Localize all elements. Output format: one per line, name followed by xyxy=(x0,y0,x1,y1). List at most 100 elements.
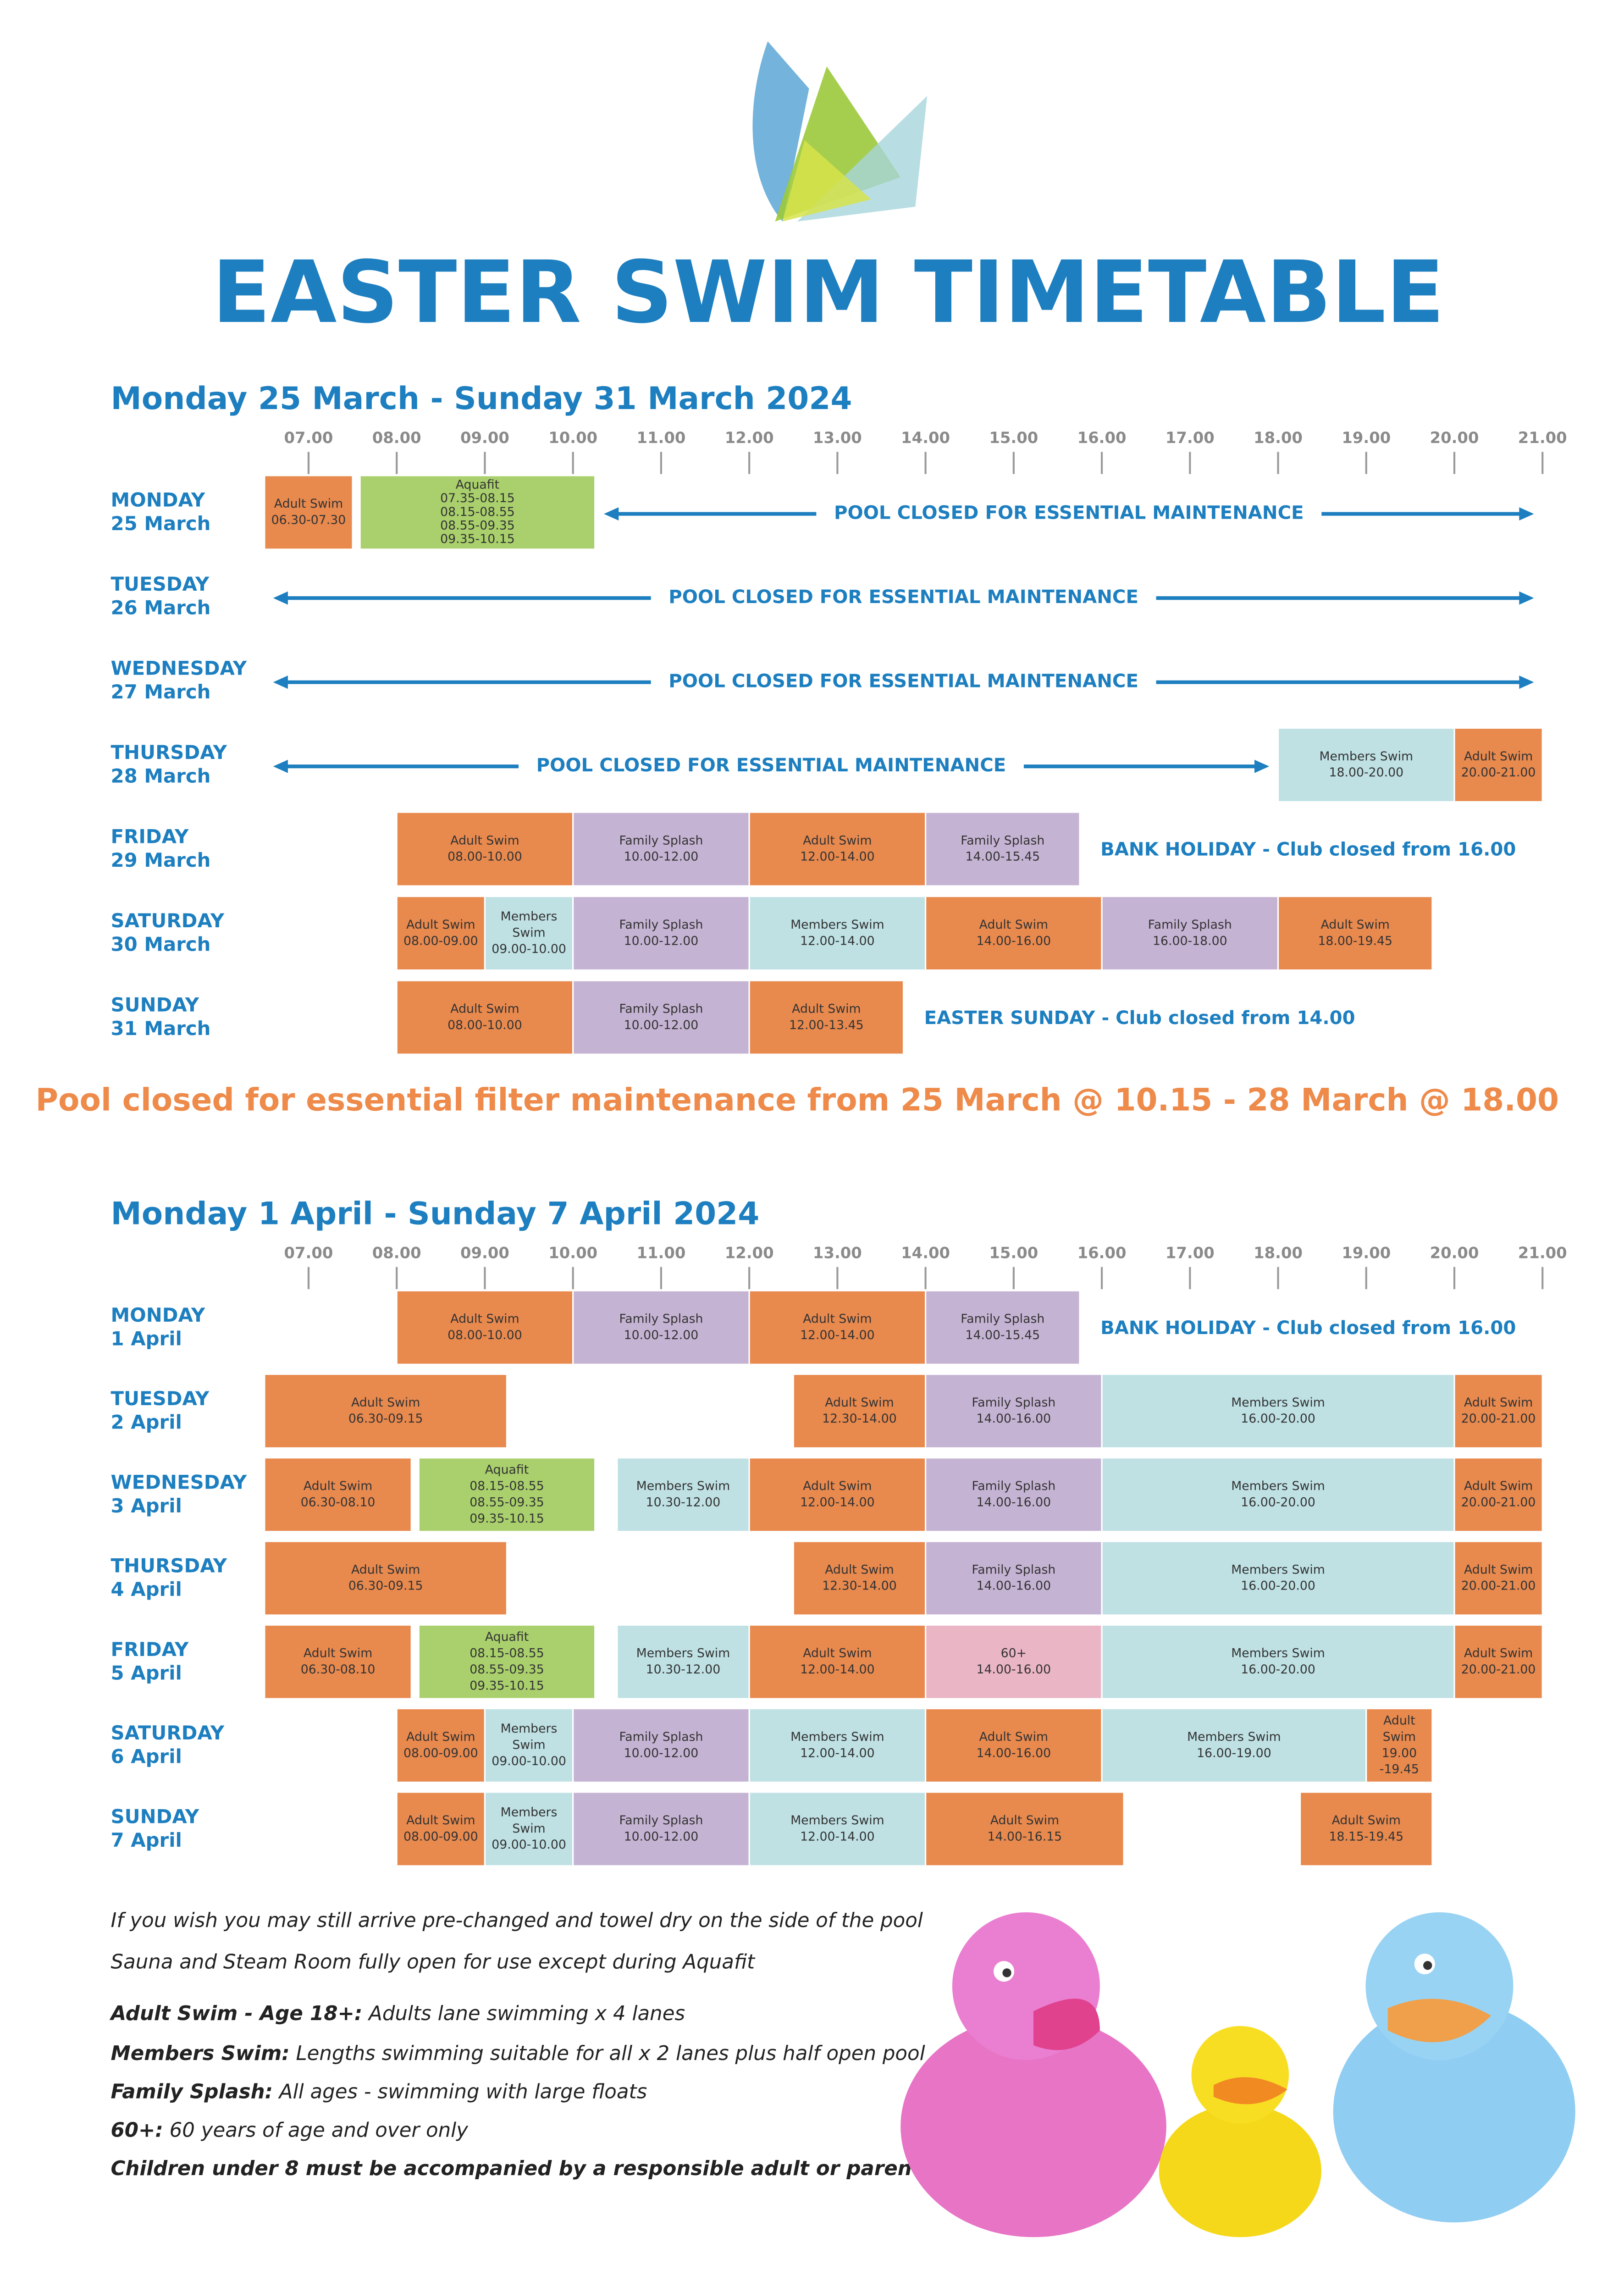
session-text: 14.00-16.15 xyxy=(988,1830,1062,1844)
session-text: 10.00-12.00 xyxy=(624,1830,699,1844)
closure-notice: Pool closed for essential filter mainten… xyxy=(35,1081,1559,1118)
session-block xyxy=(572,1707,750,1783)
session-text: Adult Swim xyxy=(450,1002,519,1016)
session-text: Family Splash xyxy=(619,1002,703,1016)
session-text: 20.00-21.00 xyxy=(1461,765,1536,780)
session-text: Adult Swim xyxy=(406,1813,475,1827)
session-text: Adult Swim xyxy=(990,1813,1059,1827)
day-label: 29 March xyxy=(111,849,211,871)
time-label: 08.00 xyxy=(372,429,421,447)
session-text: 09.00-10.00 xyxy=(492,942,566,956)
session-block xyxy=(1299,1791,1433,1867)
session-block xyxy=(396,1290,574,1365)
session-text: 06.30-09.15 xyxy=(348,1579,423,1593)
session-text: 14.00-16.00 xyxy=(977,1412,1051,1426)
time-label: 20.00 xyxy=(1430,429,1479,447)
session-text: Members Swim xyxy=(790,1730,884,1744)
footer-label: Family Splash: xyxy=(111,2081,273,2104)
session: Adult Swim 12.00-14.00 xyxy=(748,1457,927,1533)
session-text: Family Splash xyxy=(961,1312,1044,1326)
session-block xyxy=(925,1540,1103,1616)
session-text: 14.00-15.45 xyxy=(966,1328,1040,1342)
session: Adult Swim 12.00-14.00 xyxy=(748,1290,927,1365)
session-text: 12.00-14.00 xyxy=(800,850,875,864)
session-text: 12.00-14.00 xyxy=(800,1328,875,1342)
session: Members Swim 09.00-10.00 xyxy=(484,1707,574,1783)
session-block xyxy=(359,475,596,550)
session: Members Swim 12.00-14.00 xyxy=(748,1791,927,1867)
footer-text: 60 years of age and over only xyxy=(163,2119,469,2142)
session-block xyxy=(925,1707,1103,1783)
session-block xyxy=(616,1624,750,1700)
session-text: 18.15-19.45 xyxy=(1329,1830,1403,1844)
session: Adult Swim 12.30-14.00 xyxy=(792,1373,927,1449)
session-text: Adult Swim xyxy=(406,918,475,932)
footer-line: If you wish you may still arrive pre-cha… xyxy=(111,1909,923,1932)
session-text: 10.00-12.00 xyxy=(624,1018,699,1032)
session-text: 12.30-14.00 xyxy=(822,1579,897,1593)
session-text: -19.45 xyxy=(1380,1762,1419,1777)
session-block xyxy=(572,895,750,971)
session: Adult Swim 18.00-19.45 xyxy=(1277,895,1433,971)
session-text: 08.00-10.00 xyxy=(447,850,522,864)
session-block xyxy=(748,895,927,971)
session-block xyxy=(572,980,750,1055)
ducks xyxy=(900,1912,1575,2237)
session: Family Splash 10.00-12.00 xyxy=(572,1707,750,1783)
session-text: Members Swim xyxy=(790,918,884,932)
session-text: Family Splash xyxy=(619,1813,703,1827)
session: Family Splash 14.00-16.00 xyxy=(925,1373,1103,1449)
session: Adult Swim 20.00-21.00 xyxy=(1453,1540,1543,1616)
day-label: MONDAY xyxy=(111,1304,205,1326)
session-text: 08.00-10.00 xyxy=(447,1018,522,1032)
session-block xyxy=(1101,1373,1455,1449)
day-label: WEDNESDAY xyxy=(111,657,247,680)
session-text: 10.00-12.00 xyxy=(624,1328,699,1342)
session-text: Family Splash xyxy=(619,1312,703,1326)
day-label: TUESDAY xyxy=(111,573,210,595)
session-text: 14.00-16.00 xyxy=(977,934,1051,948)
arrow-head xyxy=(1519,507,1534,521)
day-label: FRIDAY xyxy=(111,825,189,848)
session: Family Splash 10.00-12.00 xyxy=(572,1290,750,1365)
session-text: Family Splash xyxy=(1148,918,1232,932)
session-text: 10.00-12.00 xyxy=(624,850,699,864)
session-block xyxy=(1101,1707,1367,1783)
session-block xyxy=(748,1707,927,1783)
session-text: Members Swim xyxy=(1319,749,1413,764)
session-text: 19.00 xyxy=(1382,1746,1417,1760)
footer-line: Adult Swim - Age 18+: Adults lane swimmi… xyxy=(110,2002,685,2025)
day-label: 2 April xyxy=(111,1411,182,1434)
session-text: Adult Swim xyxy=(1464,1396,1533,1410)
session-block xyxy=(925,895,1103,971)
session-text: 14.00-15.45 xyxy=(966,850,1040,864)
session: Adult Swim 18.15-19.45 xyxy=(1299,1791,1433,1867)
footer-text: If you wish you may still arrive pre-cha… xyxy=(111,1909,923,1932)
session-text: 08.00-09.00 xyxy=(403,1746,478,1760)
session-text: 06.30-08.10 xyxy=(301,1662,376,1677)
session-text: Aquafit xyxy=(456,478,499,492)
time-label: 08.00 xyxy=(372,1244,421,1262)
session: 60+14.00-16.00 xyxy=(925,1624,1103,1700)
session-text: 60+ xyxy=(1001,1646,1027,1661)
session-text: 20.00-21.00 xyxy=(1461,1412,1536,1426)
club-note: EASTER SUNDAY - Club closed from 14.00 xyxy=(924,1008,1355,1029)
day-label: MONDAY xyxy=(111,488,205,511)
session-text: 10.00-12.00 xyxy=(624,1746,699,1760)
arrow-head xyxy=(273,591,288,605)
arrow-head xyxy=(273,759,288,773)
week-title: Monday 1 April - Sunday 7 April 2024 xyxy=(111,1195,760,1231)
session-block xyxy=(264,1457,412,1533)
time-label: 16.00 xyxy=(1077,429,1127,447)
time-label: 09.00 xyxy=(460,1244,509,1262)
session-text: 09.35-10.15 xyxy=(470,1512,544,1526)
session: Family Splash 10.00-12.00 xyxy=(572,811,750,887)
session-block xyxy=(925,1457,1103,1533)
session-text: Adult Swim xyxy=(1464,1646,1533,1661)
session: Adult Swim 08.00-09.00 xyxy=(396,895,486,971)
session-text: Swim xyxy=(512,926,545,940)
session-text: Adult Swim xyxy=(406,1730,475,1744)
